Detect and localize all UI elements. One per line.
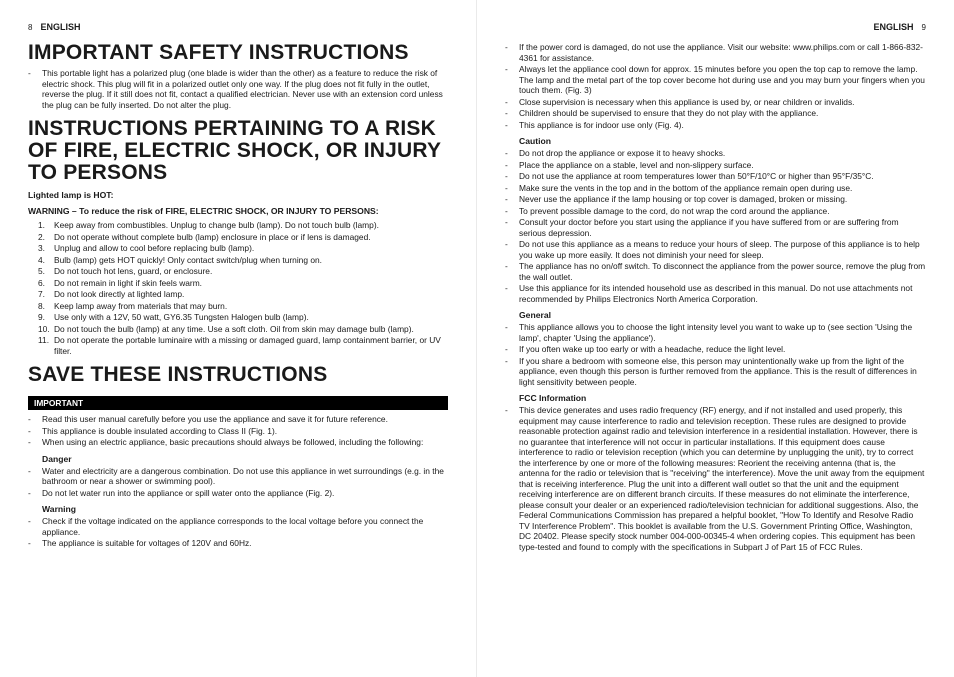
general-list: This appliance allows you to choose the … <box>505 322 926 387</box>
list-item: This appliance allows you to choose the … <box>505 322 926 343</box>
list-item: Do not use the appliance at room tempera… <box>505 171 926 182</box>
safety-para: This portable light has a polarized plug… <box>28 68 448 110</box>
important-list: Read this user manual carefully before y… <box>28 414 448 448</box>
list-item: Bulb (lamp) gets HOT quickly! Only conta… <box>28 255 448 266</box>
warning2-label: Warning <box>42 504 448 514</box>
warning-list: Keep away from combustibles. Unplug to c… <box>28 220 448 356</box>
page-header-right: ENGLISH 9 <box>505 22 926 32</box>
continuation-list: If the power cord is damaged, do not use… <box>505 42 926 130</box>
list-item: Do not operate the portable luminaire wi… <box>28 335 448 356</box>
safety-para-list: This portable light has a polarized plug… <box>28 68 448 110</box>
heading-risk: INSTRUCTIONS PERTAINING TO A RISK OF FIR… <box>28 118 448 184</box>
list-item: Keep lamp away from materials that may b… <box>28 301 448 312</box>
important-label: IMPORTANT <box>28 396 448 410</box>
list-item: If you often wake up too early or with a… <box>505 344 926 355</box>
list-item: Children should be supervised to ensure … <box>505 108 926 119</box>
list-item: Close supervision is necessary when this… <box>505 97 926 108</box>
list-item: This appliance is double insulated accor… <box>28 426 448 437</box>
list-item: Water and electricity are a dangerous co… <box>28 466 448 487</box>
list-item: Use this appliance for its intended hous… <box>505 283 926 304</box>
fcc-list: This device generates and uses radio fre… <box>505 405 926 552</box>
page-spread: 8 ENGLISH IMPORTANT SAFETY INSTRUCTIONS … <box>0 0 954 677</box>
list-item: Consult your doctor before you start usi… <box>505 217 926 238</box>
list-item: Do not use this appliance as a means to … <box>505 239 926 260</box>
danger-label: Danger <box>42 454 448 464</box>
warning-label: WARNING – To reduce the risk of FIRE, EL… <box>28 206 448 216</box>
list-item: This appliance is for indoor use only (F… <box>505 120 926 131</box>
caution-label: Caution <box>519 136 926 146</box>
page-left: 8 ENGLISH IMPORTANT SAFETY INSTRUCTIONS … <box>0 0 477 677</box>
list-item: Check if the voltage indicated on the ap… <box>28 516 448 537</box>
list-item: Read this user manual carefully before y… <box>28 414 448 425</box>
heading-safety: IMPORTANT SAFETY INSTRUCTIONS <box>28 42 448 64</box>
list-item: Never use the appliance if the lamp hous… <box>505 194 926 205</box>
heading-save: SAVE THESE INSTRUCTIONS <box>28 364 448 386</box>
list-item: Do not drop the appliance or expose it t… <box>505 148 926 159</box>
page-number: 8 <box>28 23 32 32</box>
fcc-label: FCC Information <box>519 393 926 403</box>
page-header-left: 8 ENGLISH <box>28 22 448 32</box>
danger-list: Water and electricity are a dangerous co… <box>28 466 448 499</box>
list-item: Always let the appliance cool down for a… <box>505 64 926 96</box>
list-item: If the power cord is damaged, do not use… <box>505 42 926 63</box>
list-item: The appliance is suitable for voltages o… <box>28 538 448 549</box>
general-label: General <box>519 310 926 320</box>
list-item: If you share a bedroom with someone else… <box>505 356 926 388</box>
list-item: Do not touch hot lens, guard, or enclosu… <box>28 266 448 277</box>
list-item: Do not touch the bulb (lamp) at any time… <box>28 324 448 335</box>
list-item: Do not look directly at lighted lamp. <box>28 289 448 300</box>
list-item: When using an electric appliance, basic … <box>28 437 448 448</box>
page-number: 9 <box>922 23 926 32</box>
hot-label: Lighted lamp is HOT: <box>28 190 448 200</box>
list-item: Place the appliance on a stable, level a… <box>505 160 926 171</box>
list-item: The appliance has no on/off switch. To d… <box>505 261 926 282</box>
warning2-list: Check if the voltage indicated on the ap… <box>28 516 448 549</box>
list-item: This device generates and uses radio fre… <box>505 405 926 552</box>
list-item: Do not operate without complete bulb (la… <box>28 232 448 243</box>
list-item: Keep away from combustibles. Unplug to c… <box>28 220 448 231</box>
page-right: ENGLISH 9 If the power cord is damaged, … <box>477 0 954 677</box>
page-language: ENGLISH <box>40 22 80 32</box>
list-item: To prevent possible damage to the cord, … <box>505 206 926 217</box>
list-item: Do not let water run into the appliance … <box>28 488 448 499</box>
list-item: Unplug and allow to cool before replacin… <box>28 243 448 254</box>
list-item: Use only with a 12V, 50 watt, GY6.35 Tun… <box>28 312 448 323</box>
caution-list: Do not drop the appliance or expose it t… <box>505 148 926 304</box>
list-item: Make sure the vents in the top and in th… <box>505 183 926 194</box>
list-item: Do not remain in light if skin feels war… <box>28 278 448 289</box>
page-language: ENGLISH <box>874 22 914 32</box>
